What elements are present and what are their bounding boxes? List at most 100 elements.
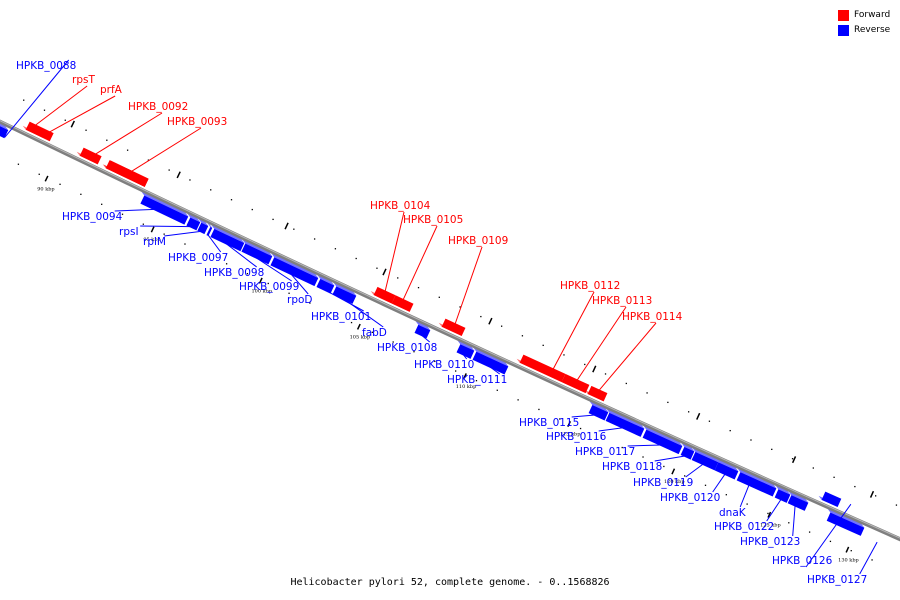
- gene-label-HPKB_0119: HPKB_0119: [633, 477, 693, 489]
- scale-dot: [309, 302, 311, 304]
- scale-dot: [542, 344, 544, 347]
- gene-block-HPKB_0115-face: [588, 404, 609, 421]
- gene-block-rplM-top: [198, 218, 209, 226]
- gene-block-HPKB_0109: [438, 318, 466, 337]
- gene-block-HPKB_0094: [140, 191, 189, 225]
- gene-block-HPKB_0094-face: [140, 195, 189, 225]
- gene-blocks: [0, 121, 865, 536]
- scale-dot: [121, 213, 124, 215]
- scale-dot: [687, 411, 690, 413]
- gene-block-prfA-face: [79, 147, 102, 165]
- leader-rpoD: [290, 273, 309, 295]
- gene-block-HPKB_0088-face: [0, 126, 9, 139]
- scale-dot: [23, 99, 25, 101]
- gene-label-rpsT: rpsT: [72, 74, 95, 86]
- scale-dot: [334, 248, 337, 250]
- gene-block-rpoD-top: [271, 253, 319, 278]
- genome-backbone: [0, 119, 900, 542]
- scale-dot: [168, 169, 170, 171]
- gene-block-HPKB_0099: [241, 239, 273, 265]
- gene-block-rpsT: [22, 121, 54, 142]
- scale-dot: [517, 399, 519, 401]
- scale-tick-label-3: 105 kbp: [350, 334, 371, 340]
- scale-dot: [708, 420, 711, 422]
- gene-block-rpsT-face: [25, 121, 54, 142]
- leader-HPKB_0120: [712, 473, 726, 493]
- gene-block-HPKB_0114: [584, 385, 608, 402]
- gene-block-HPKB_0123: [787, 491, 809, 511]
- scale-tick-label-2: 100 kbp: [251, 288, 272, 294]
- scale-dot: [189, 179, 191, 181]
- gene-label-HPKB_0113: HPKB_0113: [592, 295, 652, 307]
- leader-HPKB_0099: [254, 256, 292, 282]
- scale-dot: [371, 331, 374, 333]
- scale-dot: [230, 199, 233, 201]
- gene-label-fabD: fabD: [362, 327, 387, 339]
- scale-dot: [621, 446, 623, 449]
- leader-HPKB_0112: [552, 291, 595, 370]
- gene-block-HPKB_0111: [472, 347, 509, 375]
- gene-block-HPKB_0099-face: [241, 243, 273, 265]
- gene-block-HPKB_0097-face: [206, 226, 213, 237]
- gene-block-HPKB_0093-face: [105, 160, 149, 187]
- gene-block-HPKB_0097: [206, 222, 213, 237]
- scale-dot: [417, 286, 420, 289]
- scale-dot: [746, 503, 748, 505]
- scale-dot: [559, 418, 561, 420]
- scale-dot: [17, 163, 20, 165]
- gene-block-HPKB_0108: [414, 320, 431, 339]
- gene-block-fabD: [332, 282, 357, 304]
- leader-HPKB_0104: [384, 211, 405, 292]
- scale-dot: [205, 253, 207, 255]
- gene-block-HPKB_0088-top: [0, 123, 9, 131]
- gene-labels: HPKB_0088 rpsT prfA HPKB_0092 HPKB_0093 HPKB_…: [16, 60, 867, 586]
- scale-tick-label-8: 130 kbp: [838, 557, 859, 563]
- gene-label-HPKB_0114: HPKB_0114: [622, 311, 683, 323]
- scale-dot: [579, 427, 582, 430]
- scale-dot: [895, 504, 898, 506]
- gene-block-dnaK-top: [737, 468, 777, 489]
- leader-HPKB_0123: [792, 505, 796, 537]
- gene-block-HPKB_0101: [316, 274, 335, 294]
- gene-block-HPKB_0098: [210, 224, 245, 252]
- gene-block-HPKB_0115-top: [589, 400, 609, 413]
- gene-label-HPKB_0101: HPKB_0101: [311, 311, 371, 323]
- scale-dot: [791, 458, 794, 460]
- scale-dot: [646, 392, 648, 394]
- gene-block-HPKB_0126-face: [821, 491, 842, 508]
- gene-block-HPKB_0115: [588, 400, 609, 421]
- scale-dot: [106, 139, 108, 141]
- gene-block-HPKB_0120-face: [714, 462, 739, 480]
- gene-block-HPKB_0098-top: [211, 224, 245, 244]
- scale-dot: [293, 228, 295, 230]
- gene-block-HPKB_0116-face: [605, 412, 645, 437]
- scale-dot: [163, 233, 165, 235]
- gene-block-rpoD-face: [270, 257, 319, 287]
- scale-dot: [850, 550, 852, 552]
- leader-HPKB_0109: [454, 246, 483, 325]
- scale-tick-upper-2: [284, 222, 289, 230]
- scale-dot: [829, 540, 832, 543]
- scale-dot: [563, 354, 565, 356]
- scale-dot: [812, 467, 814, 469]
- scale-dot: [625, 382, 627, 385]
- leader-HPKB_0094: [114, 208, 155, 212]
- leader-HPKB_0114: [598, 322, 657, 391]
- gene-block-rpsI-top: [187, 213, 201, 223]
- leader-fabD: [342, 297, 384, 328]
- scale-dot: [350, 321, 353, 324]
- scale-dot: [788, 522, 790, 524]
- gene-block-HPKB_0123-top: [788, 491, 809, 503]
- gene-block-HPKB_0127-top: [827, 508, 865, 528]
- gene-block-HPKB_0126: [818, 491, 842, 508]
- gene-block-HPKB_0120-top: [715, 458, 739, 472]
- scale-dot: [147, 159, 150, 161]
- scale-dot: [272, 218, 274, 221]
- scale-dot: [500, 325, 503, 327]
- gene-block-HPKB_0127-face: [826, 512, 865, 536]
- scale-dot: [584, 363, 586, 366]
- scale-dot: [392, 341, 394, 343]
- gene-label-HPKB_0126: HPKB_0126: [772, 555, 833, 567]
- scale-tick-upper-1: [176, 171, 181, 179]
